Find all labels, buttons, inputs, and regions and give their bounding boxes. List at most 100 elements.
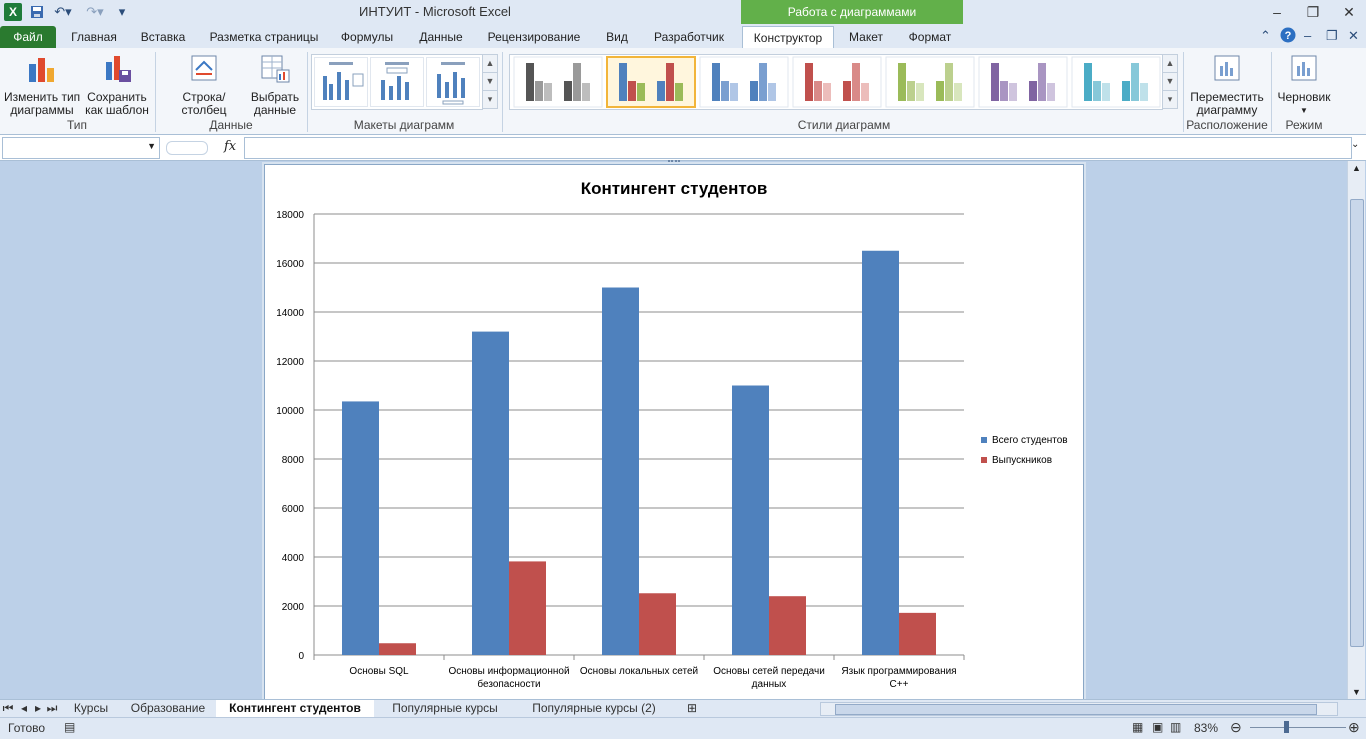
tab-page-layout[interactable]: Разметка страницы xyxy=(209,30,319,44)
bar[interactable] xyxy=(472,331,509,655)
chart-layout-2[interactable] xyxy=(370,57,424,107)
x-tick-label: Основы локальных сетей xyxy=(580,666,698,677)
tab-data[interactable]: Данные xyxy=(419,30,463,44)
bar[interactable] xyxy=(342,401,379,655)
close-icon[interactable]: ✕ xyxy=(1343,4,1355,20)
bar[interactable] xyxy=(379,643,416,655)
scroll-thumb[interactable] xyxy=(1350,199,1364,647)
sheet-tab-active[interactable]: Контингент студентов xyxy=(216,700,374,717)
bar[interactable] xyxy=(602,287,639,656)
tab-view[interactable]: Вид xyxy=(606,30,628,44)
macro-record-icon[interactable]: ▤ xyxy=(64,720,76,734)
tab-insert[interactable]: Вставка xyxy=(140,30,186,44)
save-icon[interactable] xyxy=(28,3,46,21)
zoom-level[interactable]: 83% xyxy=(1194,721,1219,735)
chart-style-swatch xyxy=(750,81,758,101)
chart-style-swatch xyxy=(721,81,729,101)
zoom-in-icon[interactable]: ⊕ xyxy=(1348,719,1360,735)
sheet-tab[interactable]: Популярные курсы xyxy=(392,701,498,715)
zoom-slider[interactable] xyxy=(1250,727,1346,728)
vertical-scrollbar[interactable]: ▲ ▼ xyxy=(1347,161,1365,699)
scroll-down-icon[interactable]: ▼ xyxy=(1352,687,1361,697)
legend[interactable]: Всего студентов Выпускников xyxy=(981,435,1068,466)
insert-function-icon[interactable]: fx xyxy=(224,139,237,154)
sheet-tab[interactable]: Образование xyxy=(130,701,206,715)
y-tick-label: 8000 xyxy=(282,455,305,466)
zoom-out-icon[interactable]: ⊖ xyxy=(1230,719,1242,735)
page-break-view-icon[interactable]: ▥ xyxy=(1170,720,1182,734)
layouts-more-icon[interactable]: ▾ xyxy=(482,90,498,109)
sheet-tab[interactable]: Курсы xyxy=(73,701,109,715)
name-box-dropdown-icon[interactable]: ▼ xyxy=(147,141,156,151)
first-sheet-icon[interactable]: ⏮ xyxy=(2,701,14,715)
move-chart-button[interactable]: Переместить диаграмму xyxy=(1188,52,1266,117)
tab-file[interactable]: Файл xyxy=(0,26,56,48)
sheet-tab[interactable]: Популярные курсы (2) xyxy=(532,701,656,715)
horizontal-scrollbar[interactable] xyxy=(820,702,1338,716)
bar-series[interactable] xyxy=(342,250,936,656)
styles-scroll-up-icon[interactable]: ▲ xyxy=(1162,54,1178,73)
axes: 0 2000 4000 6000 8000 10000 12000 14000 16000 180… xyxy=(276,210,965,690)
undo-icon[interactable]: ↶▾ xyxy=(54,4,72,19)
chart-svg[interactable]: Контингент студентов 0 2000 4000 6000 8000 10… xyxy=(265,165,1083,699)
hscroll-thumb[interactable] xyxy=(835,704,1317,715)
bar[interactable] xyxy=(899,612,936,655)
tab-home[interactable]: Главная xyxy=(71,30,117,44)
formula-input[interactable] xyxy=(244,137,1352,159)
help-icon[interactable]: ? xyxy=(1280,27,1298,43)
chart-layout-3[interactable] xyxy=(426,57,480,107)
tab-format[interactable]: Формат xyxy=(908,30,952,44)
chart-styles-thumbnails[interactable] xyxy=(510,55,1162,109)
bar[interactable] xyxy=(732,385,769,656)
doc-minimize-icon[interactable]: – xyxy=(1304,28,1312,43)
excel-icon[interactable]: X xyxy=(4,3,22,21)
chart-style-swatch xyxy=(1084,63,1092,101)
chart-layouts-gallery xyxy=(311,54,483,110)
layouts-scroll-up-icon[interactable]: ▲ xyxy=(482,54,498,73)
chart-resize-handle-top[interactable] xyxy=(668,160,680,166)
draft-mode-label: Черновик xyxy=(1277,90,1331,104)
chart-style-swatch xyxy=(945,63,953,101)
ribbon-collapse-icon[interactable]: ⌃ xyxy=(1260,28,1271,43)
styles-scroll-down-icon[interactable]: ▼ xyxy=(1162,72,1178,91)
doc-restore-icon[interactable]: ❐ xyxy=(1326,28,1338,43)
chart-layout-1[interactable] xyxy=(314,57,368,107)
legend-label: Всего студентов xyxy=(992,435,1068,446)
tab-formulas[interactable]: Формулы xyxy=(340,30,394,44)
chart-style-swatch xyxy=(916,83,924,101)
chart-title[interactable]: Контингент студентов xyxy=(581,179,768,198)
name-box[interactable]: ▼ xyxy=(2,137,160,159)
styles-more-icon[interactable]: ▾ xyxy=(1162,90,1178,109)
chart-style-swatch xyxy=(573,63,581,101)
tab-design[interactable]: Конструктор xyxy=(742,26,834,49)
switch-row-column-button[interactable]: Строка/столбец xyxy=(160,52,248,117)
insert-sheet-icon[interactable]: ⊞ xyxy=(686,701,698,715)
page-layout-view-icon[interactable]: ▣ xyxy=(1152,720,1164,734)
redo-icon[interactable]: ↷▾ xyxy=(86,4,104,19)
expand-formula-bar-icon[interactable]: ⌄ xyxy=(1351,139,1360,150)
zoom-slider-thumb[interactable] xyxy=(1284,721,1289,733)
chart-area[interactable]: Контингент студентов 0 2000 4000 6000 8000 10… xyxy=(264,164,1084,700)
bar[interactable] xyxy=(862,250,899,655)
scroll-up-icon[interactable]: ▲ xyxy=(1352,163,1361,173)
doc-close-icon[interactable]: ✕ xyxy=(1348,28,1359,43)
restore-icon[interactable]: ❐ xyxy=(1306,4,1320,20)
tab-review[interactable]: Рецензирование xyxy=(487,30,581,44)
draft-mode-button[interactable]: Черновик ▼ xyxy=(1274,52,1334,117)
prev-sheet-icon[interactable]: ◂ xyxy=(20,701,28,715)
save-as-template-button[interactable]: Сохранить как шаблон xyxy=(82,52,152,117)
select-data-button[interactable]: Выбрать данные xyxy=(248,52,302,117)
last-sheet-icon[interactable]: ⏭ xyxy=(46,701,58,715)
bar[interactable] xyxy=(509,561,546,655)
layouts-scroll-down-icon[interactable]: ▼ xyxy=(482,72,498,91)
customize-qat-icon[interactable]: ▾ xyxy=(118,4,126,19)
minimize-icon[interactable]: – xyxy=(1273,4,1281,20)
tab-layout[interactable]: Макет xyxy=(849,30,883,44)
next-sheet-icon[interactable]: ▸ xyxy=(34,701,42,715)
formula-bar-handle[interactable] xyxy=(166,141,208,155)
bar[interactable] xyxy=(639,593,676,655)
change-chart-type-button[interactable]: Изменить тип диаграммы xyxy=(4,52,80,117)
tab-developer[interactable]: Разработчик xyxy=(654,30,724,44)
normal-view-icon[interactable]: ▦ xyxy=(1132,720,1144,734)
bar[interactable] xyxy=(769,596,806,655)
